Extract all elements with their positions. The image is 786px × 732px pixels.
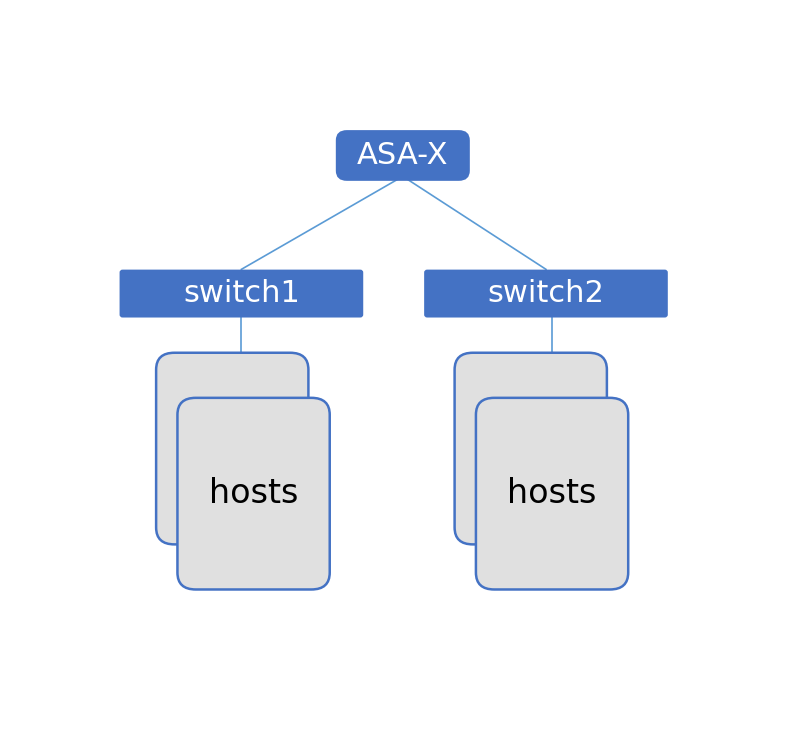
FancyBboxPatch shape <box>178 398 330 589</box>
FancyBboxPatch shape <box>476 398 628 589</box>
FancyBboxPatch shape <box>156 353 308 545</box>
Text: ASA-X: ASA-X <box>357 141 449 170</box>
Text: hosts: hosts <box>508 477 597 510</box>
FancyBboxPatch shape <box>454 353 607 545</box>
FancyBboxPatch shape <box>424 269 668 318</box>
Text: switch1: switch1 <box>183 279 299 308</box>
FancyBboxPatch shape <box>336 130 470 181</box>
Text: switch2: switch2 <box>487 279 604 308</box>
FancyBboxPatch shape <box>119 269 363 318</box>
Text: hosts: hosts <box>209 477 298 510</box>
